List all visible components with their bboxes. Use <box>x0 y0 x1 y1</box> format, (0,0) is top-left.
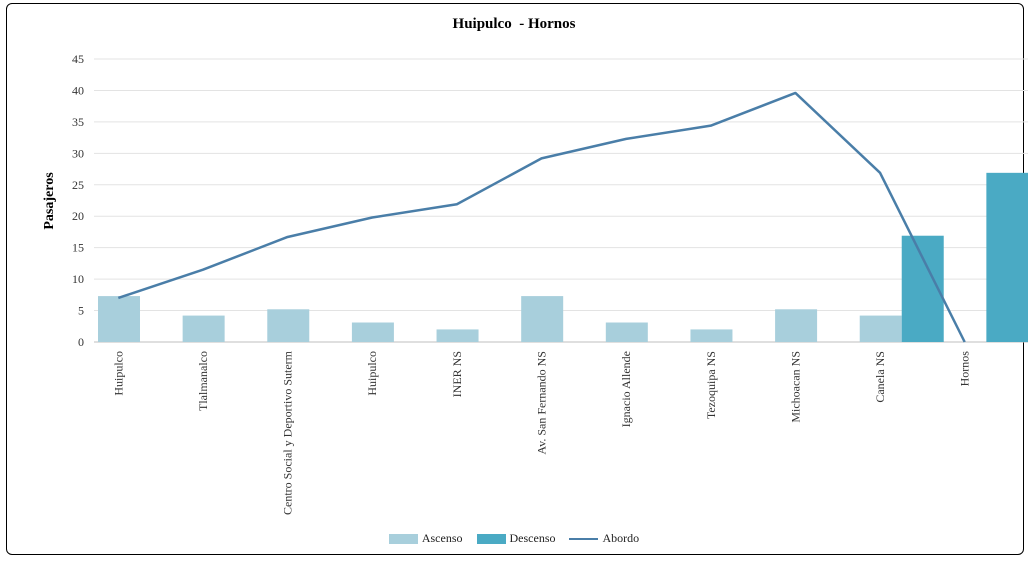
x-tick-label: Tezoquipa NS <box>704 351 718 419</box>
x-tick-label: INER NS <box>450 351 464 397</box>
line-abordo <box>117 91 966 343</box>
legend-item-abordo: Abordo <box>569 531 639 546</box>
bar-ascenso <box>521 296 564 342</box>
x-tick-label: Tlalmanalco <box>196 351 210 411</box>
bar-descenso <box>986 172 1028 342</box>
y-tick-label: 40 <box>72 83 84 97</box>
legend-label-abordo: Abordo <box>602 531 640 545</box>
y-tick-label: 35 <box>72 115 84 129</box>
y-tick-label: 30 <box>72 146 84 160</box>
legend-item-descenso: Descenso <box>476 531 556 546</box>
x-tick-label: Canela NS <box>873 351 887 403</box>
x-tick-label: Michoacan NS <box>788 351 802 423</box>
y-tick-label: 15 <box>72 241 84 255</box>
legend-label-ascenso: Ascenso <box>421 531 463 545</box>
bar-ascenso <box>605 322 648 342</box>
bar-ascenso <box>267 309 310 342</box>
x-tick-label: Hornos <box>958 351 972 387</box>
bar-ascenso <box>775 309 818 342</box>
legend-label-descenso: Descenso <box>509 531 556 545</box>
legend-swatch-abordo <box>569 537 599 540</box>
x-tick-label: Av. San Fernando NS <box>535 351 549 455</box>
y-tick-label: 5 <box>78 304 84 318</box>
legend-swatch-descenso <box>476 533 506 544</box>
chart-title: Huipulco - Hornos <box>452 16 576 32</box>
legend-swatch-ascenso <box>388 533 418 544</box>
bar-ascenso <box>98 296 140 342</box>
y-tick-label: 20 <box>72 209 84 223</box>
bar-ascenso <box>351 322 394 342</box>
y-tick-label: 0 <box>78 335 84 349</box>
y-tick-label: 45 <box>72 52 84 66</box>
y-tick-label: 25 <box>72 178 84 192</box>
bar-ascenso <box>182 315 225 342</box>
x-tick-label: Centro Social y Deportivo Suterm <box>281 350 295 515</box>
bar-ascenso <box>859 315 902 342</box>
x-tick-label: Ignacio Allende <box>619 351 633 427</box>
x-tick-label: Huipulco <box>111 351 125 396</box>
y-tick-label: 10 <box>72 272 84 286</box>
legend-item-ascenso: Ascenso <box>388 531 463 546</box>
x-tick-label: Huipulco <box>365 351 379 396</box>
bar-ascenso <box>436 329 479 342</box>
bar-ascenso <box>690 329 733 342</box>
chart-legend: Ascenso Descenso Abordo <box>0 531 1028 546</box>
